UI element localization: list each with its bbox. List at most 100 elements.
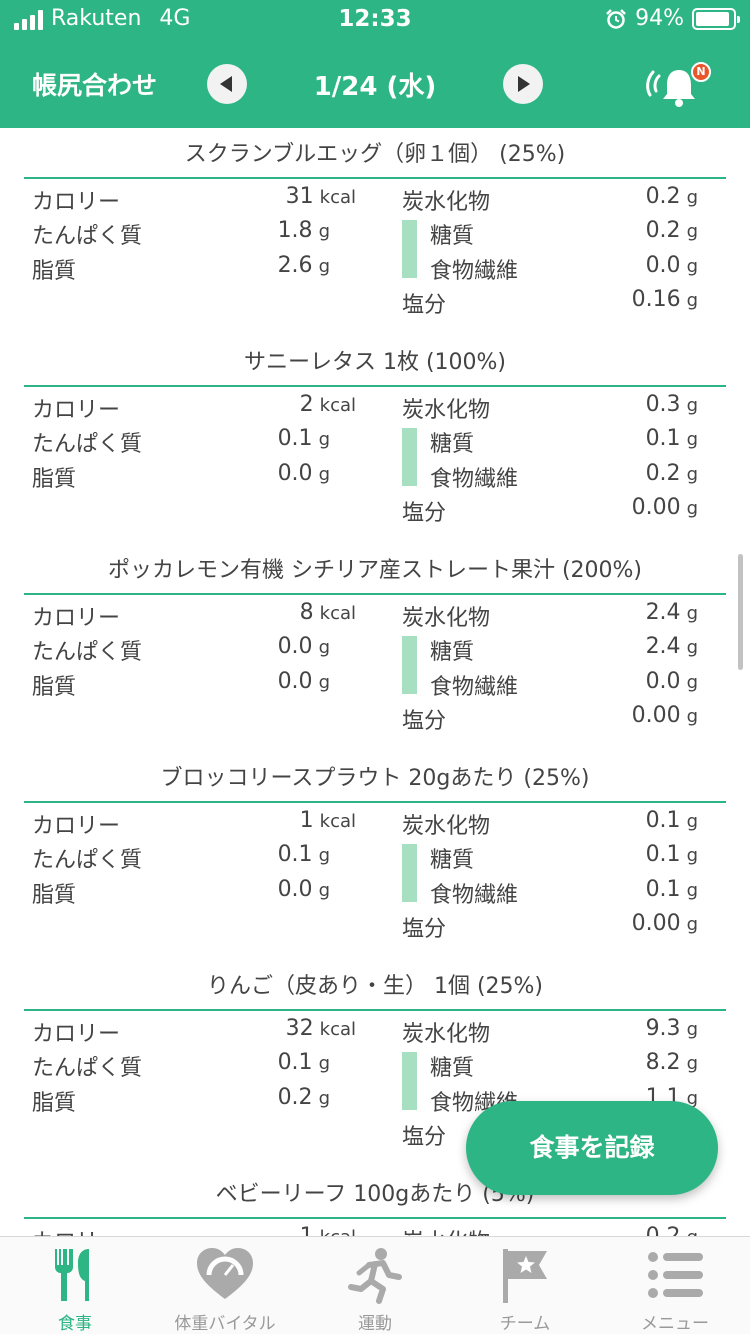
fat-number: 0.2	[277, 1085, 313, 1110]
salt-label: 塩分	[402, 293, 447, 318]
fiber-number: 0.1	[645, 877, 681, 902]
nutrition-list[interactable]: スクランブルエッグ（卵１個） (25%) カロリー 31 kcal たんぱく質 1.8 g 脂…	[0, 128, 750, 1236]
unit-label: g	[318, 221, 330, 242]
scrollbar[interactable]	[738, 554, 743, 670]
divider	[24, 1217, 726, 1219]
carb-breakdown-bar	[402, 428, 417, 486]
food-item[interactable]: ベビーリーフ 100gあたり (5%)カロリー1kcalたんぱく質g脂質g炭水化…	[0, 1168, 750, 1236]
calories-number: 8	[299, 600, 314, 625]
fiber-label: 食物繊維	[430, 883, 519, 908]
protein-value: 1.8 g	[32, 218, 330, 243]
calories-number: 32	[285, 1016, 314, 1041]
tab-label: チーム	[499, 1314, 551, 1334]
carbs-label: 炭水化物	[402, 606, 491, 631]
sugar-number: 2.4	[645, 634, 681, 659]
notification-badge: N	[691, 62, 711, 82]
current-date: 1/24 (水)	[313, 72, 437, 102]
battery-icon	[692, 7, 740, 30]
record-meal-button[interactable]: 食事を記録	[466, 1101, 718, 1195]
divider	[24, 593, 726, 595]
unit-label: g	[686, 429, 698, 450]
calories-number: 1	[299, 808, 314, 833]
tab-label: 体重バイタル	[174, 1314, 276, 1334]
salt-label: 塩分	[402, 917, 447, 942]
divider	[24, 1009, 726, 1011]
calories-number: 2	[299, 392, 314, 417]
unit-label: g	[318, 880, 330, 901]
protein-value: 0.1 g	[32, 1050, 330, 1075]
unit-label: g	[687, 1227, 698, 1236]
fiber-label: 食物繊維	[430, 467, 519, 492]
sugar-number: 0.1	[645, 426, 681, 451]
unit-label: g	[686, 1088, 698, 1109]
food-item[interactable]: サニーレタス 1枚 (100%) カロリー 2 kcal たんぱく質 0.1 g 脂質 0.0 g…	[0, 336, 750, 544]
divider	[24, 177, 726, 179]
fat-label: 脂質	[32, 467, 77, 492]
tab-exercise[interactable]: 運動	[300, 1237, 450, 1334]
carbs-number: 0.2	[646, 1224, 681, 1236]
unit-label: g	[686, 395, 698, 416]
calories-value: 31 kcal	[32, 184, 356, 209]
sugar-number: 0.1	[645, 842, 681, 867]
salt-number: 0.00	[631, 703, 681, 728]
next-day-button[interactable]	[503, 64, 543, 104]
carbs-number: 0.3	[645, 392, 681, 417]
sugar-label: 糖質	[430, 640, 475, 665]
sugar-value: 8.2 g	[402, 1050, 698, 1075]
fiber-value: 0.0 g	[402, 253, 698, 278]
notification-button[interactable]: N	[644, 62, 711, 112]
sugar-label: 糖質	[430, 432, 475, 457]
carbs-number: 9.3	[645, 1016, 681, 1041]
unit-label: g	[686, 811, 698, 832]
sugar-value: 0.1 g	[402, 842, 698, 867]
protein-label: たんぱく質	[32, 1056, 143, 1081]
fat-label: 脂質	[32, 259, 77, 284]
sugar-value: 0.2 g	[402, 218, 698, 243]
flag-star-icon	[503, 1249, 547, 1303]
tab-weight-vital[interactable]: 体重バイタル	[150, 1237, 300, 1334]
unit-label: g	[686, 256, 698, 277]
food-title: スクランブルエッグ（卵１個） (25%)	[184, 142, 566, 167]
fat-value: 0.0 g	[32, 461, 330, 486]
food-title: りんご（皮あり・生） 1個 (25%)	[206, 974, 544, 999]
unit-label: g	[686, 845, 698, 866]
prev-day-button[interactable]	[207, 64, 247, 104]
unit-label: g	[318, 672, 330, 693]
unit-label: g	[686, 464, 698, 485]
unit-label: kcal	[319, 395, 356, 416]
food-item[interactable]: ブロッコリースプラウト 20gあたり (25%) カロリー 1 kcal たんぱく質 0.…	[0, 752, 750, 960]
carbs-value: 0.2 g	[402, 1224, 698, 1236]
protein-value: 0.1 g	[32, 426, 330, 451]
tab-meal[interactable]: 食事	[0, 1237, 150, 1334]
fat-number: 0.0	[277, 461, 313, 486]
food-title: ブロッコリースプラウト 20gあたり (25%)	[160, 766, 590, 791]
calories-label: カロリー	[32, 1224, 120, 1236]
calories-value: 2 kcal	[32, 392, 356, 417]
protein-label: たんぱく質	[32, 224, 143, 249]
fiber-label: 食物繊維	[430, 259, 519, 284]
fiber-label: 食物繊維	[430, 675, 519, 700]
calories-label: カロリー	[32, 814, 121, 839]
food-title: ベビーリーフ 100gあたり (5%)	[215, 1182, 535, 1207]
fat-value: 2.6 g	[32, 253, 330, 278]
unit-label: g	[686, 290, 698, 311]
salt-label: 塩分	[402, 709, 447, 734]
carbs-label: 炭水化物	[402, 398, 491, 423]
food-item[interactable]: ポッカレモン有機 シチリア産ストレート果汁 (200%) カロリー 8 kcal たんぱ…	[0, 544, 750, 752]
tab-team[interactable]: チーム	[450, 1237, 600, 1334]
fat-value: 0.2 g	[32, 1085, 330, 1110]
calories-number: 31	[285, 184, 314, 209]
tab-menu[interactable]: メニュー	[600, 1237, 750, 1334]
unit-label: g	[686, 637, 698, 658]
unit-label: g	[686, 221, 698, 242]
unit-label: g	[686, 1019, 698, 1040]
fat-number: 0.0	[277, 877, 313, 902]
salt-number: 0.00	[631, 911, 681, 936]
bell-ringing-icon	[646, 70, 695, 107]
food-item[interactable]: スクランブルエッグ（卵１個） (25%) カロリー 31 kcal たんぱく質 1.8 g 脂…	[0, 128, 750, 336]
calories-label: カロリー	[32, 398, 121, 423]
